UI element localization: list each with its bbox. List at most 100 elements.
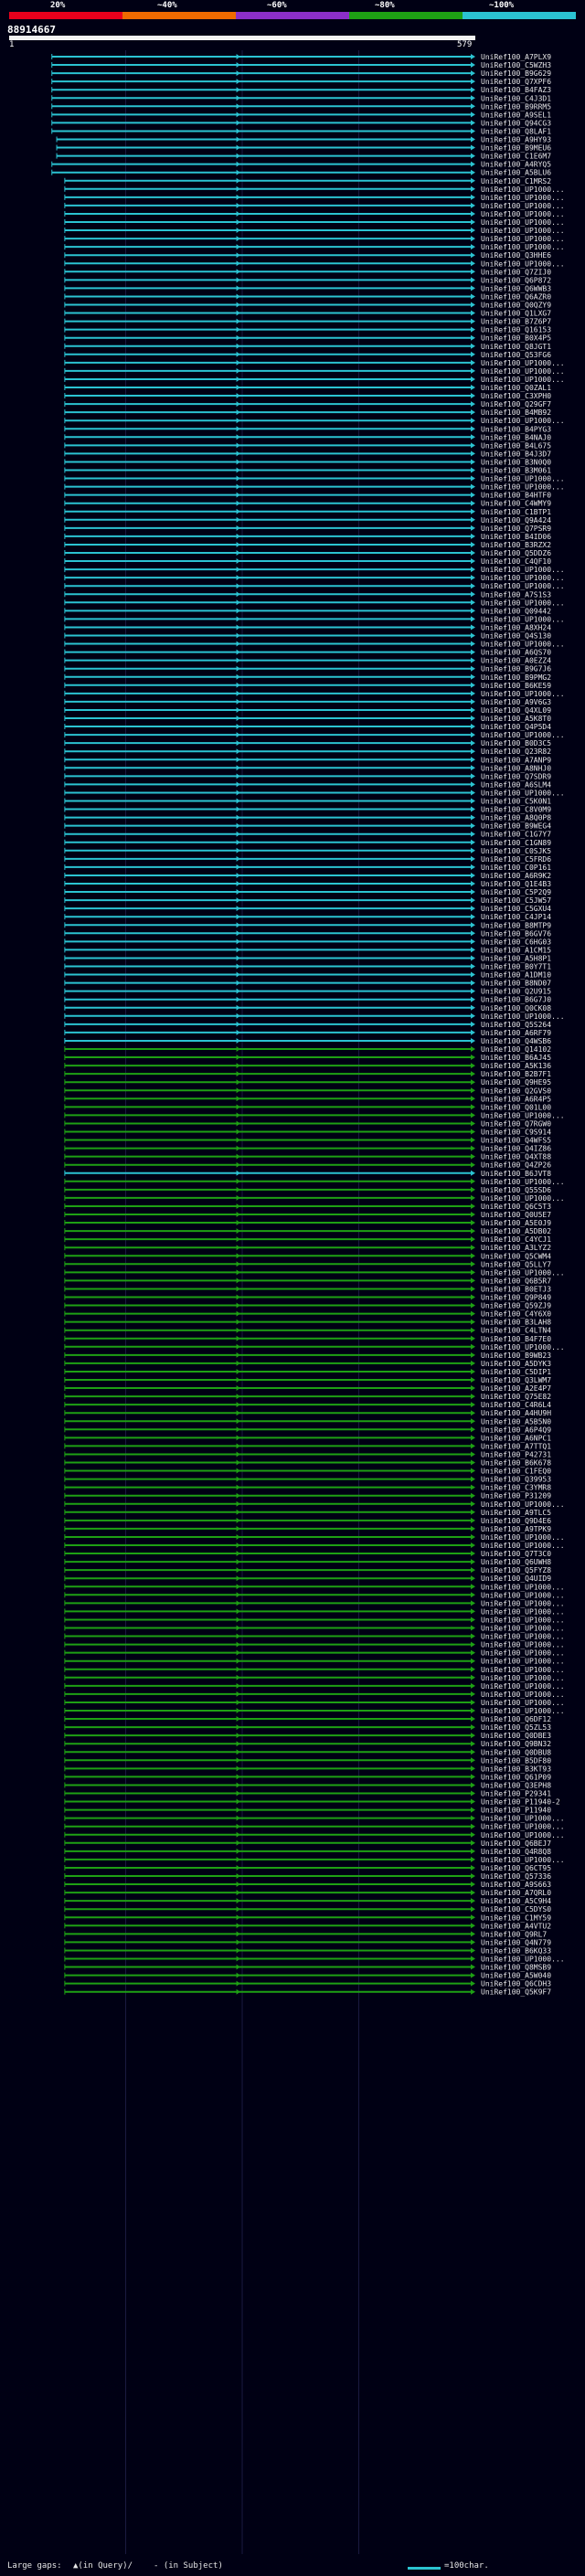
hit-label: UniRef100_Q5K9F7 [481,1988,551,1997]
hit-end-arrow [471,1567,475,1574]
hit-end-arrow [471,649,475,655]
hit-end-arrow [471,409,475,416]
hit-gap-marker [236,906,240,912]
hit-end-arrow [471,757,475,763]
hit-end-arrow [471,599,475,606]
hit-label: UniRef100_UP1000... [481,1641,565,1649]
hit-end-arrow [471,1120,475,1127]
hit-end-arrow [471,1302,475,1309]
hit-label: UniRef100_A5K136 [481,1062,551,1070]
hit-label: UniRef100_A1CM15 [481,946,551,954]
hit-label: UniRef100_A7ANP9 [481,756,551,764]
hit-end-arrow [471,1542,475,1548]
hit-end-arrow [471,1426,475,1433]
hit-gap-marker [236,1178,240,1184]
hit-label: UniRef100_UP1000... [481,1674,565,1682]
hit-label: UniRef100_Q57336 [481,1872,551,1881]
identity-bar-segment [122,12,236,19]
hit-end-arrow [471,401,475,408]
hit-label: UniRef100_A9TLC5 [481,1509,551,1517]
hit-gap-marker [236,1641,240,1648]
hit-end-arrow [471,1765,475,1772]
hit-end-arrow [471,1939,475,1945]
hit-end-arrow [471,442,475,449]
hit-gap-marker [236,781,240,788]
hit-gap-marker [236,724,240,730]
hit-gap-marker [236,326,240,333]
hit-end-arrow [471,1186,475,1193]
hit-gap-marker [236,516,240,523]
hit-end-arrow [471,1551,475,1557]
hit-gap-marker [236,1839,240,1846]
hit-end-arrow [471,1988,475,1995]
hit-label: UniRef100_UP1000... [481,367,565,376]
hit-gap-marker [236,228,240,234]
hit-gap-marker [236,1691,240,1697]
hit-end-arrow [471,1402,475,1408]
hit-end-arrow [471,393,475,399]
hit-label: UniRef100_Q8MSB9 [481,1964,551,1972]
hit-end-arrow [471,1658,475,1664]
hit-label: UniRef100_Q5DDZ6 [481,549,551,557]
hit-label: UniRef100_Q5FYZ8 [481,1566,551,1574]
hit-end-arrow [471,194,475,200]
hit-end-arrow [471,971,475,978]
hit-gap-marker [236,1600,240,1606]
identity-scale-label: 20% [50,1,66,10]
hit-gap-marker [236,1575,240,1582]
hit-gap-marker [236,748,240,755]
hit-label: UniRef100_A8Q0P8 [481,814,551,822]
hit-gap-marker [236,1145,240,1151]
hit-gap-marker [236,483,240,490]
hit-label: UniRef100_B4HTF0 [481,492,551,500]
hit-end-arrow [471,790,475,796]
hit-end-arrow [471,1517,475,1523]
hit-end-arrow [471,1236,475,1243]
hit-gap-marker [236,1633,240,1639]
hit-label: UniRef100_A9HY93 [481,136,551,144]
hit-gap-marker [236,1096,240,1102]
hit-label: UniRef100_Q7ZIJ0 [481,268,551,276]
hit-label: UniRef100_Q5S264 [481,1021,551,1029]
hit-label: UniRef100_A6RF79 [481,1029,551,1037]
hit-gap-marker [236,947,240,953]
hit-gap-marker [236,1335,240,1341]
hit-label: UniRef100_A0EZZ4 [481,657,551,665]
hit-end-arrow [471,1914,475,1921]
hit-end-arrow [471,673,475,680]
hit-gap-marker [236,1286,240,1292]
hit-label: UniRef100_A5H8P1 [481,954,551,962]
hit-gap-marker [236,128,240,134]
hit-end-arrow [471,1682,475,1689]
hit-label: UniRef100_B6AJ45 [481,1054,551,1062]
hit-label: UniRef100_A5K8T0 [481,715,551,723]
hit-gap-marker [236,1129,240,1135]
hit-gap-marker [236,1418,240,1425]
hit-gap-marker [236,1939,240,1945]
hit-label: UniRef100_C1FEQ0 [481,1468,551,1476]
hit-label: UniRef100_Q8JGT1 [481,343,551,351]
hit-label: UniRef100_C4J3D1 [481,94,551,102]
hit-gap-marker [236,1063,240,1069]
hit-gap-marker [236,1947,240,1954]
hit-end-arrow [471,1790,475,1797]
hit-label: UniRef100_UP1000... [481,483,565,492]
hit-gap-marker [236,442,240,449]
hit-end-arrow [471,1087,475,1094]
hit-label: UniRef100_Q8LAF1 [481,127,551,135]
hit-gap-marker [236,1319,240,1325]
hit-end-arrow [471,1145,475,1151]
hit-label: UniRef100_UP1000... [481,1343,565,1352]
hit-label: UniRef100_UP1000... [481,1268,565,1277]
hit-end-arrow [471,1063,475,1069]
hit-label: UniRef100_Q23R82 [481,747,551,756]
hit-label: UniRef100_A5B5N0 [481,1417,551,1426]
hit-gap-marker [236,120,240,126]
hit-end-arrow [471,451,475,457]
hit-label: UniRef100_C3YMR8 [481,1484,551,1492]
hit-end-arrow [471,558,475,565]
hit-end-arrow [471,1649,475,1656]
hit-gap-marker [236,1533,240,1540]
hit-gap-marker [236,1261,240,1267]
identity-scale-label: ~100% [489,1,515,10]
